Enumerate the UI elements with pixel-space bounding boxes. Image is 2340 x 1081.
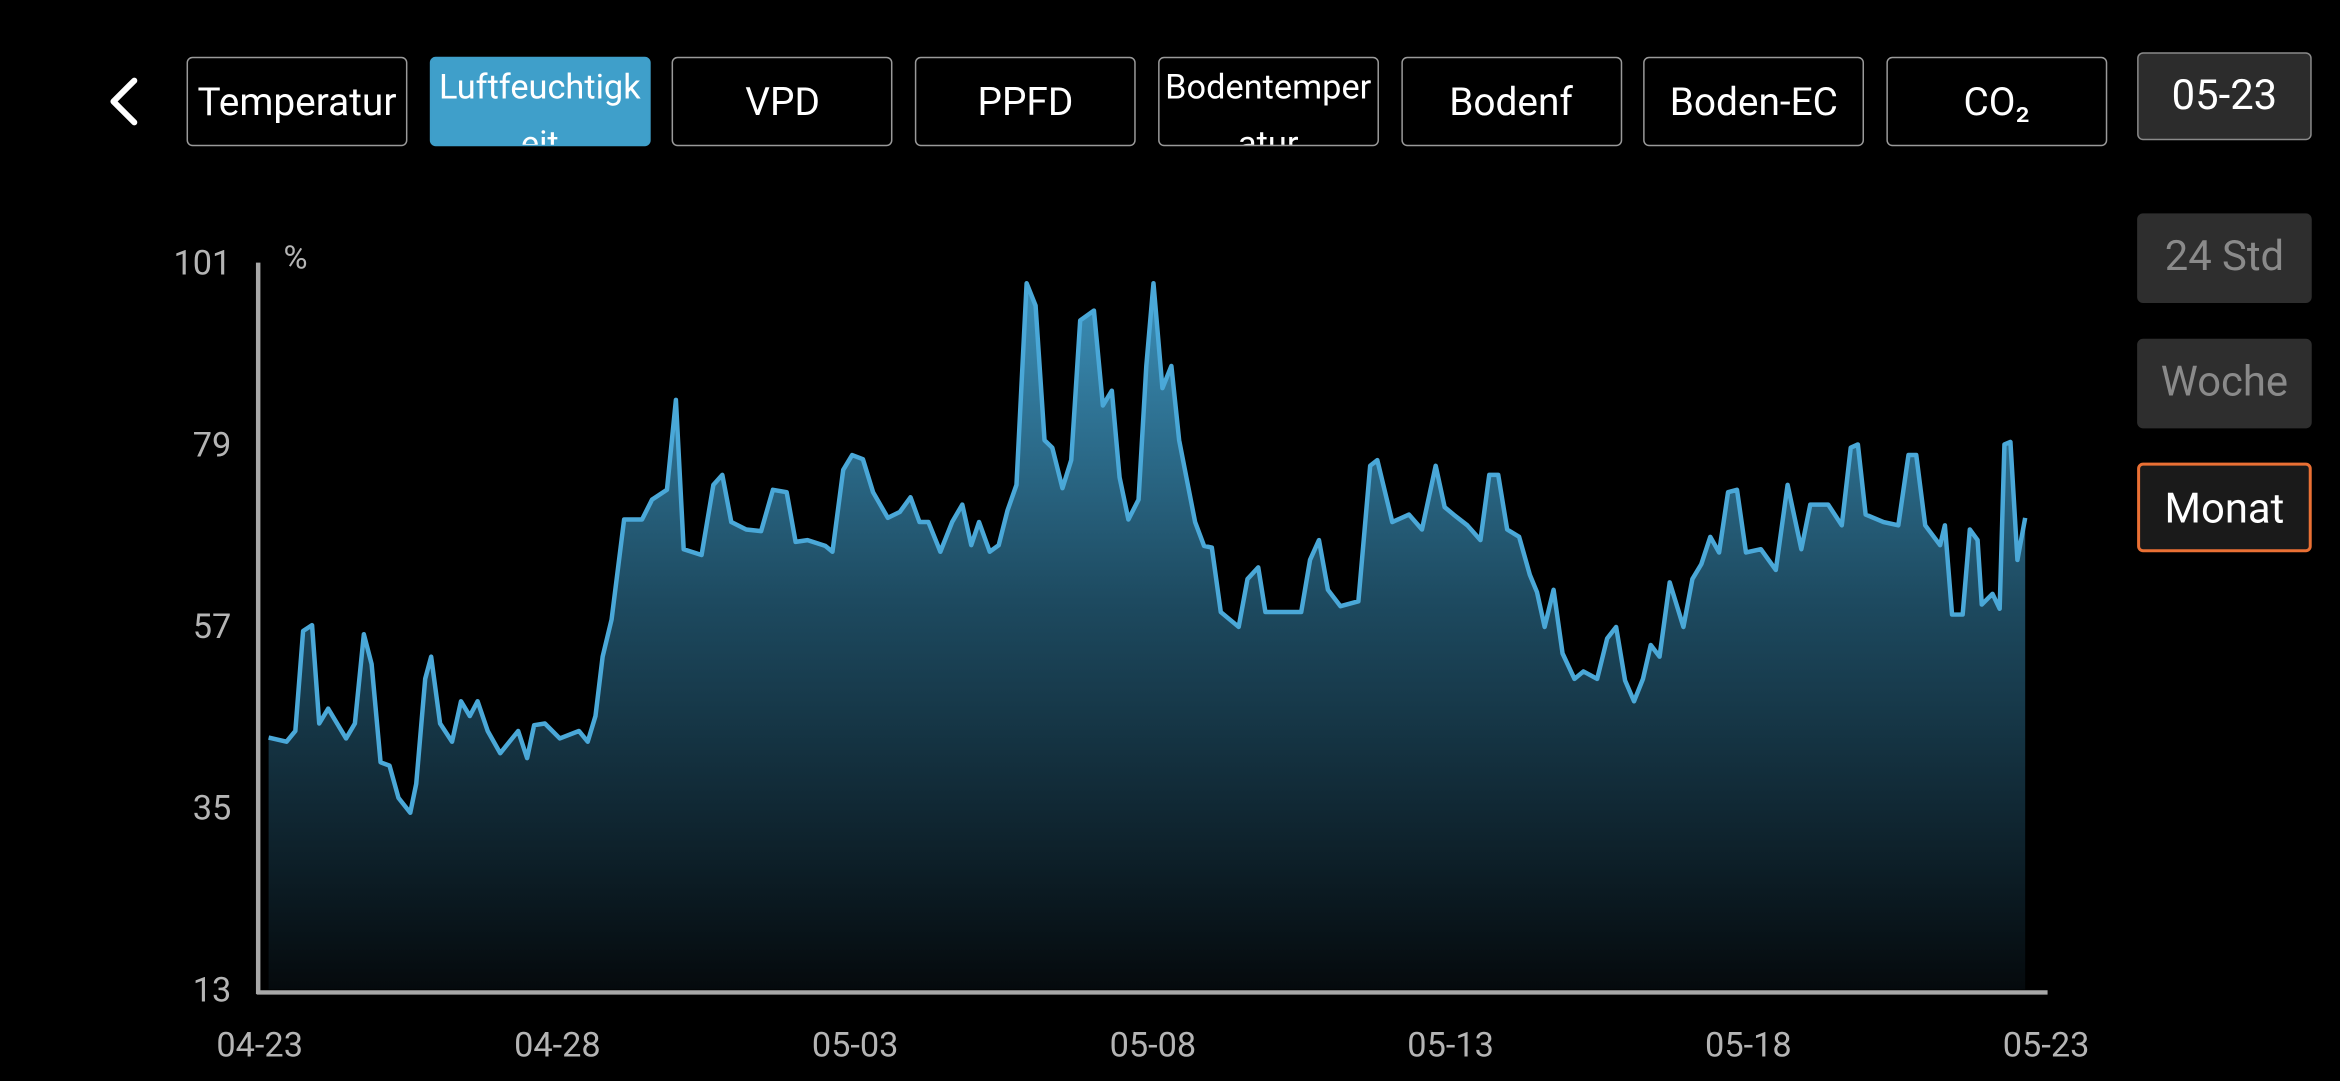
y-tick-label: 79 xyxy=(193,425,232,465)
x-tick-label: 05-08 xyxy=(1110,1026,1197,1066)
y-tick-label: 35 xyxy=(193,789,232,829)
tab[interactable]: Boden-EC xyxy=(1643,56,1865,147)
area-fill xyxy=(268,283,2026,990)
range-button[interactable]: 24 Std xyxy=(2137,213,2312,303)
tab[interactable]: VPD xyxy=(672,56,894,147)
tab[interactable]: PPFD xyxy=(914,56,1136,147)
back-button[interactable] xyxy=(98,72,152,132)
x-tick-label: 05-13 xyxy=(1407,1026,1494,1066)
x-tick-label: 05-18 xyxy=(1705,1026,1792,1066)
data-line xyxy=(268,281,2028,815)
tab[interactable]: Bodenf xyxy=(1400,56,1622,147)
x-tick-label: 04-28 xyxy=(514,1026,601,1066)
range-button[interactable]: Monat xyxy=(2137,462,2312,553)
y-tick-label: 13 xyxy=(193,970,232,1010)
x-tick-label: 04-23 xyxy=(216,1026,303,1066)
date-button[interactable]: 05-23 xyxy=(2137,52,2312,141)
y-unit: % xyxy=(284,240,308,278)
range-button[interactable]: Woche xyxy=(2137,338,2312,428)
x-tick-label: 05-03 xyxy=(812,1026,899,1066)
tab[interactable]: Temperatur xyxy=(186,56,408,147)
y-tick-label: 101 xyxy=(173,244,231,284)
tab[interactable]: Luftfeuchtigkeit xyxy=(429,56,651,147)
y-tick-label: 57 xyxy=(193,607,232,647)
x-tick-label: 05-23 xyxy=(2003,1026,2090,1066)
tab[interactable]: Bodentemperatur xyxy=(1157,56,1379,147)
tab[interactable]: CO₂ xyxy=(1886,56,2108,147)
